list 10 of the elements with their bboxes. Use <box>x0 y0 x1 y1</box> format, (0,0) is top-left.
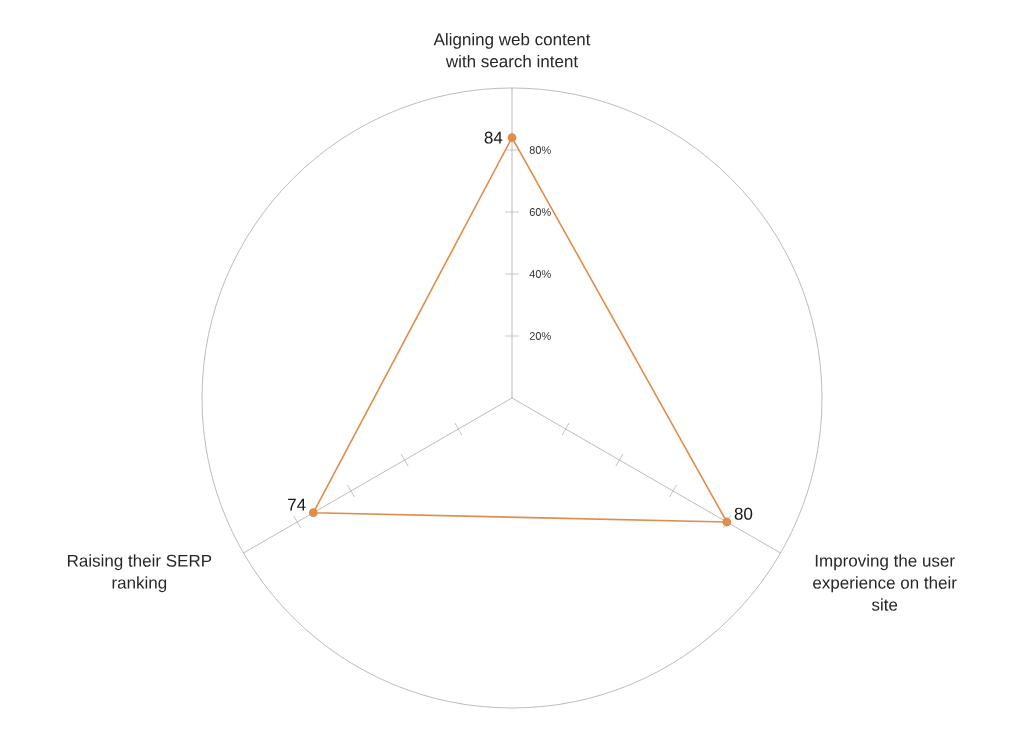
spoke-label: Aligning web content with search intent <box>433 32 591 68</box>
y-tick-label: 20% <box>529 332 551 340</box>
y-tick-label: 40% <box>529 270 551 278</box>
data-label: 80 <box>734 507 753 520</box>
y-tick-label: 80% <box>529 146 551 154</box>
y-tick-label: 60% <box>529 208 551 216</box>
spoke-label: Improving the user experience on their site <box>813 554 957 611</box>
data-label: 84 <box>484 131 503 144</box>
data-label: 74 <box>288 498 306 511</box>
spoke-label: Raising their SERP ranking <box>67 554 212 593</box>
